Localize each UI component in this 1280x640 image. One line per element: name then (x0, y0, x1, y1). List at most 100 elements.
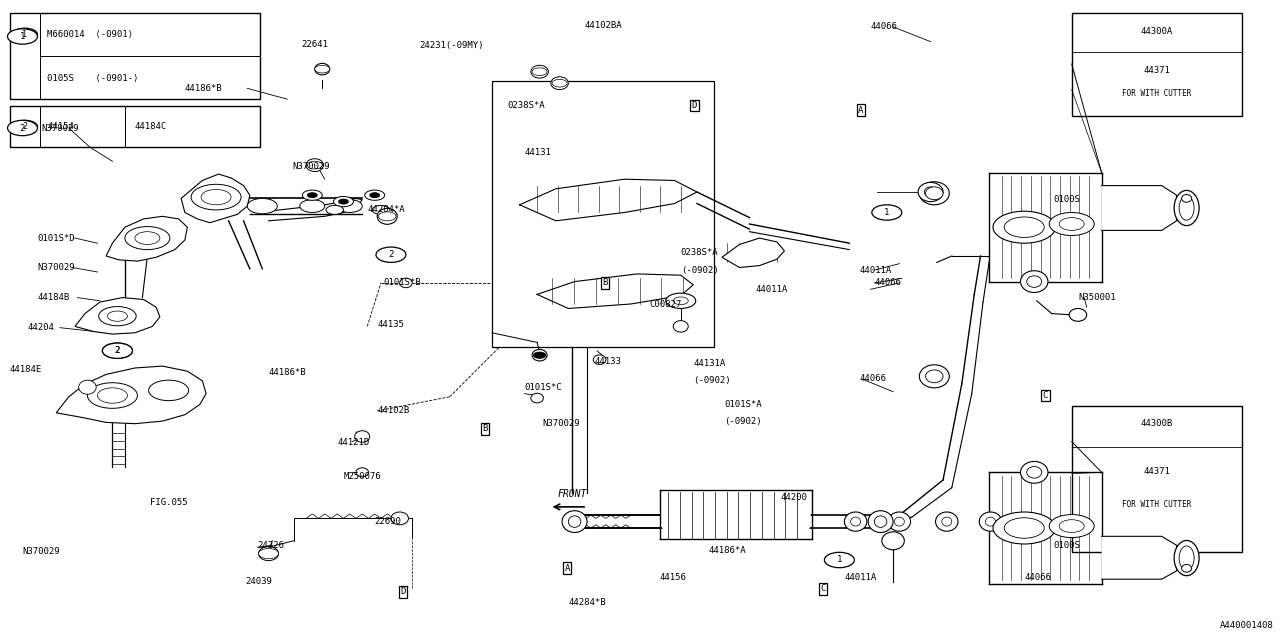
Ellipse shape (979, 512, 1002, 531)
Ellipse shape (532, 349, 547, 361)
Ellipse shape (851, 517, 860, 526)
Text: 44102BA: 44102BA (585, 21, 622, 30)
Text: 44284*B: 44284*B (568, 598, 605, 607)
Ellipse shape (986, 517, 996, 526)
Circle shape (824, 552, 854, 568)
Circle shape (379, 212, 396, 221)
Text: 0100S: 0100S (1053, 541, 1080, 550)
Circle shape (1005, 518, 1044, 538)
Circle shape (302, 190, 323, 200)
Circle shape (334, 196, 353, 207)
Text: 44200: 44200 (781, 493, 808, 502)
Text: FIG.055: FIG.055 (150, 498, 187, 507)
Ellipse shape (78, 380, 96, 394)
Ellipse shape (531, 65, 548, 78)
Circle shape (191, 184, 241, 210)
Ellipse shape (925, 187, 943, 200)
Text: 1: 1 (23, 30, 27, 39)
Text: 0101S*D: 0101S*D (37, 234, 76, 243)
Circle shape (1060, 520, 1084, 532)
Ellipse shape (356, 468, 369, 477)
Polygon shape (56, 366, 206, 424)
Polygon shape (1102, 186, 1176, 230)
Circle shape (552, 79, 567, 87)
Ellipse shape (1181, 564, 1192, 572)
Circle shape (376, 247, 406, 262)
Circle shape (134, 232, 160, 244)
Ellipse shape (942, 517, 952, 526)
Ellipse shape (895, 517, 905, 526)
Circle shape (108, 311, 128, 321)
Text: A440001408: A440001408 (1220, 621, 1274, 630)
Circle shape (148, 380, 188, 401)
Text: C00827: C00827 (649, 300, 682, 308)
Ellipse shape (562, 511, 588, 532)
Text: (-0902): (-0902) (724, 417, 762, 426)
Ellipse shape (882, 532, 905, 550)
Circle shape (300, 200, 325, 212)
Text: 44066: 44066 (870, 22, 897, 31)
Text: B: B (602, 278, 607, 287)
Text: 44066: 44066 (874, 278, 901, 287)
Polygon shape (722, 238, 785, 268)
Text: 0238S*A: 0238S*A (681, 248, 718, 257)
Text: D: D (401, 588, 406, 596)
Ellipse shape (845, 512, 867, 531)
Text: N370029: N370029 (543, 419, 580, 428)
Ellipse shape (1181, 195, 1192, 202)
Ellipse shape (1027, 276, 1042, 287)
Ellipse shape (888, 512, 910, 531)
Polygon shape (538, 274, 694, 308)
Circle shape (1060, 218, 1084, 230)
Text: FOR WITH CUTTER: FOR WITH CUTTER (1123, 89, 1192, 98)
Circle shape (532, 68, 547, 76)
Circle shape (315, 65, 330, 73)
Text: FRONT: FRONT (557, 489, 586, 499)
Bar (10, 13, 260, 99)
Ellipse shape (918, 182, 943, 202)
Text: C: C (820, 584, 826, 593)
Text: 0105S    ⟨-0901-⟩: 0105S ⟨-0901-⟩ (47, 74, 138, 83)
Circle shape (872, 205, 902, 220)
Text: 44371: 44371 (1143, 67, 1170, 76)
Text: 44184E: 44184E (10, 365, 42, 374)
Text: M250076: M250076 (343, 472, 381, 481)
Ellipse shape (868, 511, 893, 532)
Circle shape (102, 343, 132, 358)
Text: 44066: 44066 (1024, 573, 1051, 582)
Ellipse shape (306, 159, 324, 172)
Ellipse shape (1179, 196, 1194, 220)
Text: 24039: 24039 (244, 577, 271, 586)
Circle shape (337, 200, 362, 212)
Text: 0238S*A: 0238S*A (507, 101, 545, 110)
Ellipse shape (874, 516, 887, 527)
Text: 44186*A: 44186*A (708, 546, 746, 555)
Circle shape (97, 388, 128, 403)
Circle shape (338, 199, 348, 204)
Text: 2: 2 (115, 346, 120, 355)
Ellipse shape (1020, 461, 1048, 483)
Ellipse shape (390, 512, 408, 525)
Ellipse shape (673, 321, 689, 332)
Bar (10, 106, 260, 147)
Circle shape (365, 190, 385, 200)
Circle shape (125, 227, 170, 250)
Ellipse shape (1020, 271, 1048, 292)
Circle shape (99, 307, 136, 326)
Bar (1071, 13, 1242, 116)
Ellipse shape (1174, 191, 1199, 226)
Circle shape (1050, 515, 1094, 538)
Text: C: C (1043, 391, 1048, 400)
Text: 22690: 22690 (375, 517, 402, 526)
Text: 44204: 44204 (27, 323, 54, 332)
Ellipse shape (924, 187, 937, 197)
Text: 44131A: 44131A (694, 359, 726, 368)
Ellipse shape (1069, 308, 1087, 321)
Circle shape (326, 205, 343, 214)
Text: 44121D: 44121D (337, 438, 370, 447)
Bar (492, 81, 714, 347)
Text: 44131: 44131 (525, 148, 552, 157)
Text: 22641: 22641 (301, 40, 328, 49)
Text: 44066: 44066 (859, 374, 886, 383)
Text: 0100S: 0100S (1053, 195, 1080, 204)
